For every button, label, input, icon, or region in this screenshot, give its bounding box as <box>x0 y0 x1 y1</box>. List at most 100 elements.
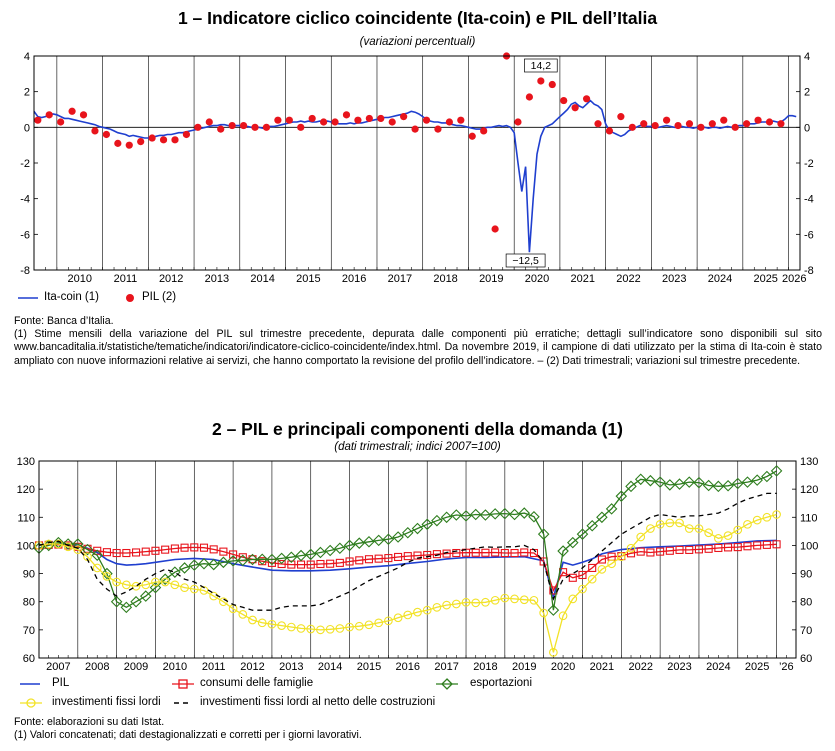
y-tick-label-left: 90 <box>23 569 35 581</box>
investimenti-fissi-lordi-marker <box>432 602 442 612</box>
investimenti-fissi-lordi-marker <box>616 552 626 562</box>
consumi-delle-famiglie-marker <box>481 548 490 557</box>
pil-marker <box>148 134 156 142</box>
y-tick-label-right: 130 <box>800 456 818 468</box>
year-tick-label: 2012 <box>159 273 183 285</box>
consumi-delle-famiglie-marker <box>209 545 218 554</box>
pil-marker <box>663 116 671 124</box>
esportazioni-marker <box>596 511 608 524</box>
investimenti-fissi-lordi-marker <box>286 622 296 632</box>
pil-marker <box>331 118 339 126</box>
investimenti-fissi-lordi-marker <box>636 532 646 542</box>
investimenti-fissi-lordi-marker <box>160 577 170 587</box>
investimenti-fissi-lordi-marker <box>694 524 704 533</box>
consumi-delle-famiglie-marker <box>277 559 286 569</box>
consumi-delle-famiglie-marker <box>141 547 150 556</box>
esportazioni-marker <box>62 538 74 550</box>
investimenti-fissi-lordi-marker <box>597 564 607 574</box>
pil-marker <box>548 80 556 89</box>
consumi-delle-famiglie-marker <box>151 546 160 555</box>
investimenti-fissi-lordi-marker <box>63 542 73 552</box>
y-tick-label-right: 80 <box>800 597 812 609</box>
investimenti-fissi-lordi-marker <box>723 531 733 540</box>
esportazioni-marker <box>363 535 375 548</box>
chart1-plot: 2010 2011 2012 2013 2014 2015 2016 2017 2018 2019… <box>20 51 814 285</box>
pil-marker <box>57 118 65 126</box>
investimenti-fissi-lordi-marker <box>684 524 694 533</box>
year-tick-label: 2019 <box>512 661 536 673</box>
legend-export-label: esportazioni <box>470 677 533 689</box>
esportazioni-marker <box>557 545 569 557</box>
year-tick-label: 2016 <box>342 273 366 285</box>
legend-pil-swatch <box>126 294 134 302</box>
esportazioni-marker <box>761 470 773 483</box>
investimenti-fissi-lordi-marker <box>675 518 684 528</box>
chart2-subtitle: (dati trimestrali; indici 2007=100) <box>334 441 501 453</box>
pil-marker <box>605 127 614 135</box>
chart1-notes: Fonte: Banca d’Italia. (1) Stime mensili… <box>14 315 822 368</box>
pil-marker <box>182 130 191 139</box>
esportazioni-marker <box>751 474 763 486</box>
y-tick-label-left: 60 <box>23 653 35 665</box>
year-tick-label: 2011 <box>202 661 226 673</box>
pil-marker <box>628 123 636 131</box>
chart2-footnote: (1) Valori concatenati; dati destagional… <box>14 729 362 742</box>
pil-marker <box>468 132 476 140</box>
investimenti-fissi-lordi-marker <box>510 594 519 604</box>
consumi-delle-famiglie-marker <box>287 560 296 569</box>
y-tick-label-left: 120 <box>17 484 35 496</box>
esportazioni-marker <box>353 537 366 549</box>
esportazioni-marker <box>314 546 327 559</box>
pil-marker <box>457 116 465 124</box>
annotation-label: −12,5 <box>512 255 539 267</box>
esportazioni-marker <box>139 590 152 602</box>
y-tick-label-left: 130 <box>17 456 35 468</box>
investimenti-fissi-lordi-al-netto-delle-costruzioni-line <box>38 492 777 611</box>
esportazioni-marker <box>188 559 201 571</box>
investimenti-fissi-lordi-marker <box>752 515 762 525</box>
consumi-delle-famiglie-marker <box>306 560 315 569</box>
esportazioni-marker <box>431 514 443 527</box>
year-tick-label: 2015 <box>296 273 320 285</box>
investimenti-fissi-lordi-marker <box>704 528 714 538</box>
esportazioni-marker <box>576 528 589 540</box>
esportazioni-marker <box>324 544 336 557</box>
consumi-delle-famiglie-marker <box>102 548 111 557</box>
consumi-delle-famiglie-marker <box>762 540 771 549</box>
y-tick-label-left: -8 <box>20 265 30 277</box>
investimenti-fissi-lordi-marker <box>743 519 752 529</box>
year-tick-label: 2016 <box>396 661 420 673</box>
year-tick-label: 2023 <box>662 273 686 285</box>
consumi-delle-famiglie-marker <box>714 543 723 553</box>
pil-marker <box>560 96 568 105</box>
pil-marker <box>514 118 522 126</box>
investimenti-fissi-lordi-marker <box>112 577 121 587</box>
y-tick-label-right: -8 <box>804 265 814 277</box>
chart1-subtitle: (variazioni percentuali) <box>359 36 476 48</box>
consumi-delle-famiglie-marker <box>510 548 519 558</box>
chart1-footnote: (1) Stime mensili della variazione del P… <box>14 328 822 367</box>
investimenti-fissi-lordi-marker <box>345 622 354 632</box>
pil-marker <box>777 120 785 128</box>
legend-investnet-swatch <box>174 702 192 704</box>
esportazioni-marker <box>479 509 492 521</box>
legend-invest-swatch <box>20 698 42 708</box>
esportazioni-marker <box>537 528 550 540</box>
chart1-title: 1 – Indicatore ciclico coincidente (Ita-… <box>177 8 658 28</box>
consumi-delle-famiglie-marker <box>636 547 645 556</box>
pil-marker <box>79 111 88 119</box>
pil-marker <box>765 118 774 126</box>
esportazioni-marker <box>402 526 414 539</box>
esportazioni-marker <box>81 543 94 556</box>
consumi-delle-famiglie-marker <box>442 549 451 558</box>
y-tick-label-left: 100 <box>17 540 35 552</box>
investimenti-fissi-lordi-marker <box>170 580 180 590</box>
pil-marker <box>731 123 739 131</box>
year-tick-label: 2026 <box>782 273 806 285</box>
pil-marker <box>400 113 408 121</box>
legend-consumi-swatch <box>172 679 194 689</box>
consumi-delle-famiglie-marker <box>199 543 209 552</box>
y-tick-label-right: 4 <box>804 51 810 63</box>
esportazioni-marker <box>198 557 210 570</box>
investimenti-fissi-lordi-marker <box>257 618 267 628</box>
